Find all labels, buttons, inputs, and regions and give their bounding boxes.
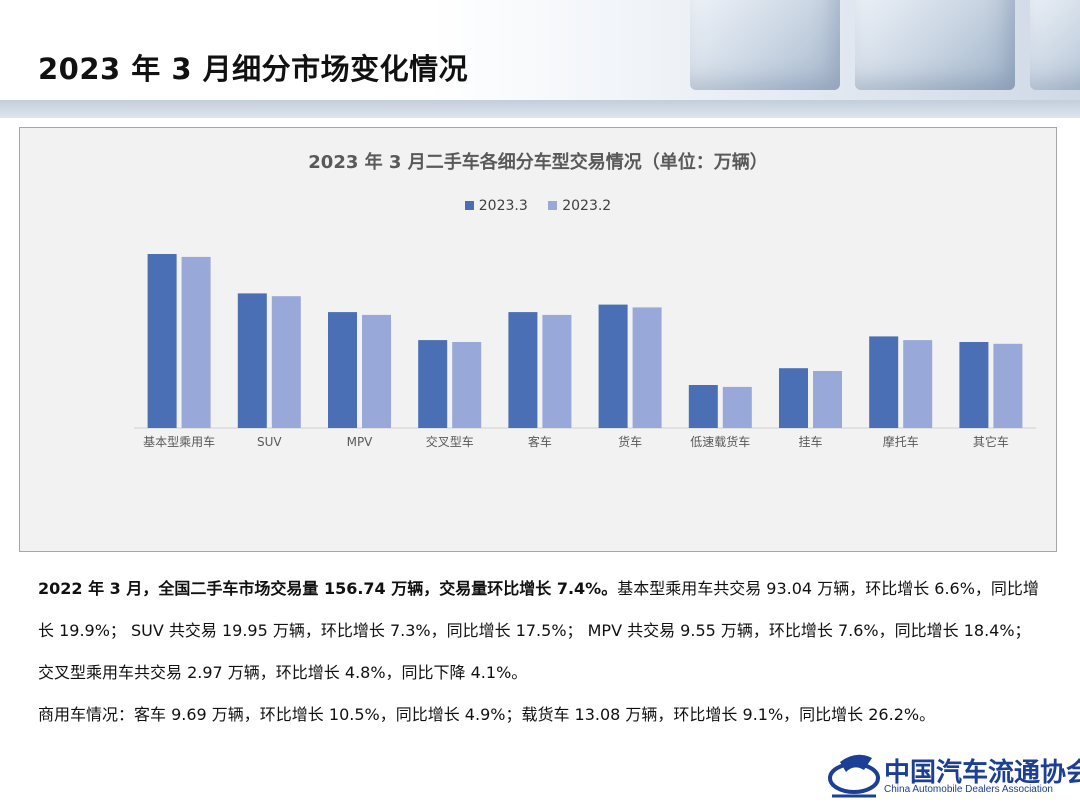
decorative-cube bbox=[1030, 0, 1080, 90]
bar-2023.3-SUV bbox=[237, 293, 267, 428]
bar-chart: 基本型乘用车 SUV MPV 交叉型车 客车 货车 低速载货车 挂车 摩托车 其它车 bbox=[134, 254, 1036, 449]
description: 2022 年 3 月，全国二手车市场交易量 156.74 万辆，交易量环比增长 … bbox=[38, 568, 1043, 736]
x-tick-label: 挂车 bbox=[798, 434, 822, 449]
bar-2023.3-货车 bbox=[598, 304, 628, 428]
x-tick-label: 货车 bbox=[618, 434, 642, 449]
legend-label: 2023.2 bbox=[562, 198, 612, 214]
header-band bbox=[0, 100, 1080, 118]
bar-2023.3-低速载货车 bbox=[688, 385, 718, 428]
passenger-car-summary: 基本型乘用车共交易 93.04 万辆，环比增长 6.6%，同比增长 19.9%；… bbox=[38, 579, 1039, 682]
bar-2023.3-基本型乘用车 bbox=[147, 254, 177, 428]
x-tick-label: 低速载货车 bbox=[690, 434, 750, 449]
bar-2023.2-摩托车 bbox=[903, 340, 933, 428]
bar-2023.2-基本型乘用车 bbox=[181, 256, 211, 428]
bar-2023.3-其它车 bbox=[959, 342, 989, 428]
chart-title: 2023 年 3 月二手车各细分车型交易情况（单位：万辆） bbox=[308, 152, 768, 173]
bar-2023.2-挂车 bbox=[813, 371, 842, 428]
bar-2023.3-交叉型车 bbox=[418, 340, 448, 428]
legend-item-2023-2: 2023.2 bbox=[548, 198, 611, 214]
page-title: 2023 年 3 月细分市场变化情况 bbox=[38, 52, 469, 86]
bar-2023.2-交叉型车 bbox=[452, 342, 482, 428]
bar-2023.3-挂车 bbox=[779, 368, 808, 428]
chart-panel: 2023 年 3 月二手车各细分车型交易情况（单位：万辆） 2023.3 202… bbox=[19, 127, 1057, 552]
bar-2023.2-MPV bbox=[362, 314, 391, 428]
legend-swatch bbox=[464, 201, 474, 210]
decorative-cube bbox=[855, 0, 1015, 90]
x-tick-label: MPV bbox=[347, 435, 374, 449]
bar-2023.3-MPV bbox=[328, 312, 357, 428]
x-tick-label: 基本型乘用车 bbox=[143, 434, 215, 449]
footer-logo-area: 中国汽车流通协会 China Automobile Dealers Associ… bbox=[826, 748, 1080, 810]
bar-2023.2-低速载货车 bbox=[722, 386, 752, 428]
bar-2023.2-货车 bbox=[632, 307, 662, 428]
x-tick-label: 交叉型车 bbox=[426, 434, 474, 449]
chart-legend: 2023.3 2023.2 bbox=[20, 198, 1056, 214]
org-name-en: China Automobile Dealers Association bbox=[884, 784, 1053, 795]
summary-bold: 2022 年 3 月，全国二手车市场交易量 156.74 万辆，交易量环比增长 … bbox=[38, 579, 618, 598]
x-tick-label: 其它车 bbox=[973, 434, 1009, 449]
cada-logo-icon bbox=[828, 754, 880, 798]
x-tick-label: 客车 bbox=[528, 434, 552, 449]
decorative-cube bbox=[690, 0, 840, 90]
header-banner bbox=[0, 0, 1080, 118]
legend-label: 2023.3 bbox=[478, 198, 528, 214]
org-name-cn: 中国汽车流通协会 bbox=[884, 758, 1080, 788]
x-tick-label: 摩托车 bbox=[883, 434, 919, 449]
description-paragraph: 2022 年 3 月，全国二手车市场交易量 156.74 万辆，交易量环比增长 … bbox=[38, 568, 1043, 694]
legend-item-2023-3: 2023.3 bbox=[464, 198, 528, 214]
bar-2023.2-客车 bbox=[542, 314, 572, 428]
x-tick-label: SUV bbox=[257, 435, 282, 449]
legend-swatch bbox=[548, 201, 558, 210]
bar-2023.3-客车 bbox=[508, 312, 538, 428]
commercial-vehicle-summary: 商用车情况：客车 9.69 万辆，环比增长 10.5%，同比增长 4.9%；载货… bbox=[38, 705, 936, 724]
bar-2023.3-摩托车 bbox=[869, 336, 899, 428]
bar-2023.2-其它车 bbox=[993, 343, 1023, 428]
bar-2023.2-SUV bbox=[271, 296, 301, 428]
